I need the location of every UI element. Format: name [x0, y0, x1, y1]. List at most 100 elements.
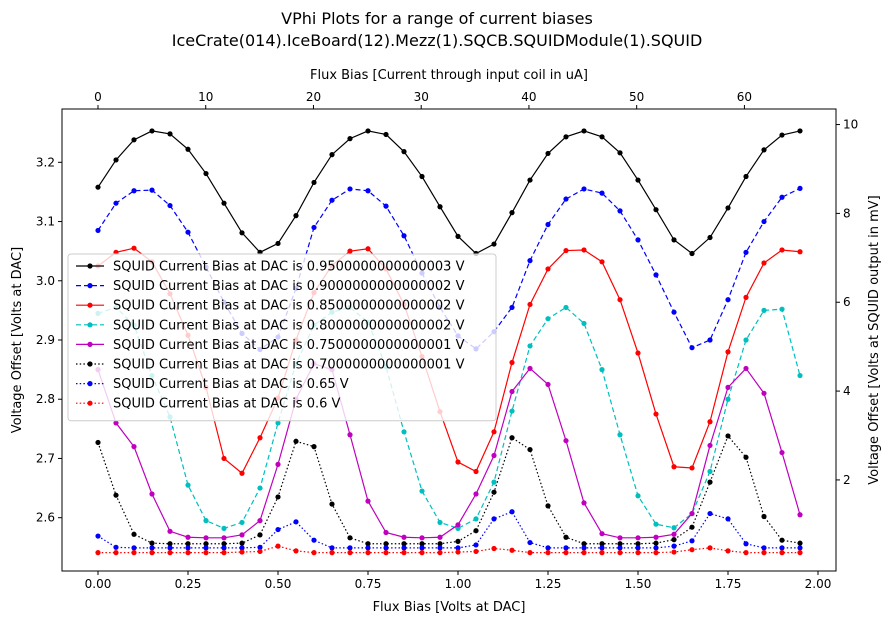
- data-point: [689, 345, 695, 351]
- series-line-3: [97, 306, 801, 529]
- data-point: [581, 550, 587, 556]
- data-point: [365, 128, 371, 134]
- data-point: [599, 367, 605, 373]
- legend-box: [67, 253, 497, 422]
- data-point: [743, 173, 749, 180]
- legend-marker: [87, 322, 93, 328]
- data-point: [761, 550, 767, 556]
- data-point: [473, 542, 479, 548]
- series-line-5: [97, 434, 801, 545]
- y-tick-label: 2.6: [36, 511, 55, 525]
- data-point: [509, 304, 515, 311]
- data-point: [185, 534, 191, 540]
- data-point: [275, 494, 281, 500]
- x-tick-label: 1.75: [715, 577, 742, 591]
- data-point: [329, 545, 335, 551]
- data-point: [131, 531, 137, 537]
- data-point: [167, 528, 173, 534]
- data-point: [221, 200, 227, 206]
- x-tick-label: 1.50: [625, 577, 652, 591]
- x-tick-label: 1.25: [535, 577, 562, 591]
- data-point: [599, 531, 605, 537]
- data-point: [545, 150, 551, 157]
- data-point: [617, 545, 623, 551]
- data-point: [365, 541, 371, 547]
- data-point: [203, 541, 209, 547]
- data-point: [743, 365, 749, 372]
- data-point: [221, 545, 227, 551]
- data-point: [509, 388, 515, 395]
- data-point: [509, 547, 515, 553]
- data-point: [527, 550, 533, 556]
- data-point: [149, 491, 155, 497]
- data-point: [95, 439, 101, 446]
- data-point: [131, 444, 137, 450]
- legend-label: SQUID Current Bias at DAC is 0.850000000…: [113, 299, 465, 314]
- y2-tick-label: 4: [843, 384, 851, 398]
- data-point: [707, 442, 713, 449]
- data-point: [509, 509, 515, 515]
- data-point: [257, 485, 263, 491]
- data-point: [401, 429, 407, 435]
- data-point: [275, 240, 281, 247]
- data-point: [131, 545, 137, 551]
- data-point: [563, 545, 569, 551]
- data-point: [635, 550, 641, 556]
- data-point: [455, 538, 461, 544]
- data-point: [311, 179, 317, 186]
- data-point: [581, 541, 587, 547]
- data-point: [599, 259, 605, 265]
- data-point: [743, 541, 749, 547]
- data-point: [653, 550, 659, 556]
- data-point: [347, 432, 353, 438]
- data-point: [581, 128, 587, 134]
- data-point: [383, 545, 389, 551]
- data-point: [257, 548, 263, 555]
- data-point: [779, 545, 785, 551]
- data-point: [239, 519, 245, 526]
- y-tick-label: 2.7: [36, 451, 55, 465]
- data-point: [113, 200, 119, 206]
- data-point: [527, 365, 533, 372]
- data-point: [347, 550, 353, 556]
- data-point: [797, 249, 803, 255]
- data-point: [185, 550, 191, 556]
- data-point: [509, 210, 515, 216]
- data-point: [527, 301, 533, 308]
- x-tick-label: 1.00: [445, 577, 472, 591]
- data-point: [113, 550, 119, 556]
- data-point: [671, 549, 677, 555]
- data-point: [455, 233, 461, 239]
- data-point: [221, 525, 227, 531]
- y2-tick-label: 6: [843, 295, 851, 309]
- data-point: [347, 545, 353, 551]
- data-point: [167, 131, 173, 137]
- data-point: [419, 550, 425, 556]
- data-point: [437, 541, 443, 547]
- data-point: [779, 537, 785, 543]
- data-point: [761, 545, 767, 551]
- x2-tick-label: 50: [629, 90, 644, 104]
- data-point: [725, 349, 731, 355]
- data-point: [293, 438, 299, 444]
- data-point: [113, 492, 119, 498]
- data-point: [653, 521, 659, 527]
- data-point: [347, 186, 353, 192]
- data-point: [779, 132, 785, 138]
- data-point: [545, 221, 551, 228]
- x2-tick-label: 10: [198, 90, 213, 104]
- series-layer: [95, 128, 803, 556]
- data-point: [743, 454, 749, 460]
- data-point: [95, 227, 101, 234]
- y-tick-label: 2.9: [36, 333, 55, 347]
- data-point: [527, 446, 533, 453]
- legend-marker: [87, 381, 93, 387]
- data-point: [563, 134, 569, 140]
- data-point: [149, 550, 155, 556]
- data-point: [365, 550, 371, 556]
- y2-axis-label: Voltage Offset [Volts at SQUID output in…: [867, 195, 882, 484]
- data-point: [527, 177, 533, 183]
- data-point: [671, 464, 677, 470]
- data-point: [797, 372, 803, 379]
